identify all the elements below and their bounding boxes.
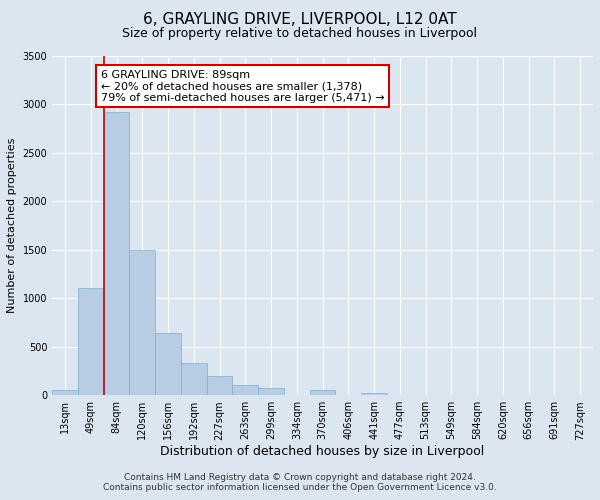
- Text: 6 GRAYLING DRIVE: 89sqm
← 20% of detached houses are smaller (1,378)
79% of semi: 6 GRAYLING DRIVE: 89sqm ← 20% of detache…: [101, 70, 385, 102]
- Bar: [104, 112, 130, 395]
- Bar: [361, 393, 387, 395]
- Bar: [181, 363, 206, 395]
- Bar: [258, 388, 284, 395]
- Bar: [155, 333, 181, 395]
- Text: Contains HM Land Registry data © Crown copyright and database right 2024.: Contains HM Land Registry data © Crown c…: [124, 474, 476, 482]
- Y-axis label: Number of detached properties: Number of detached properties: [7, 138, 17, 313]
- Text: Size of property relative to detached houses in Liverpool: Size of property relative to detached ho…: [122, 28, 478, 40]
- Bar: [310, 390, 335, 395]
- Bar: [232, 386, 258, 395]
- Bar: [52, 390, 78, 395]
- Text: Contains public sector information licensed under the Open Government Licence v3: Contains public sector information licen…: [103, 484, 497, 492]
- Bar: [206, 376, 232, 395]
- Bar: [78, 288, 104, 395]
- Text: 6, GRAYLING DRIVE, LIVERPOOL, L12 0AT: 6, GRAYLING DRIVE, LIVERPOOL, L12 0AT: [143, 12, 457, 28]
- Bar: [130, 250, 155, 395]
- X-axis label: Distribution of detached houses by size in Liverpool: Distribution of detached houses by size …: [160, 445, 485, 458]
